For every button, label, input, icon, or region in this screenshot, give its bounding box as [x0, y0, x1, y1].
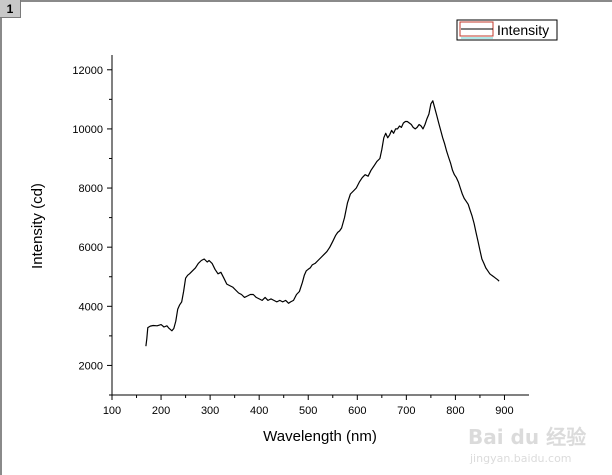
y-tick-label: 4000 — [79, 301, 103, 313]
x-tick-label: 900 — [495, 405, 513, 417]
layer-number-badge[interactable]: 1 — [0, 0, 21, 18]
series-line-intensity — [145, 100, 500, 347]
x-tick-label: 700 — [397, 405, 415, 417]
x-tick-label: 500 — [299, 405, 317, 417]
x-tick-label: 600 — [348, 405, 366, 417]
x-tick-label: 400 — [250, 405, 268, 417]
y-axis-title: Intensity (cd) — [29, 183, 46, 269]
legend[interactable]: Intensity — [456, 19, 558, 41]
watermark: Bai du 经验 jingyan.baidu.com — [468, 425, 586, 465]
x-tick-label: 200 — [152, 405, 170, 417]
legend-label: Intensity — [497, 22, 549, 38]
x-axis-ticks: 100 200 300 400 500 600 700 800 900 — [103, 395, 514, 417]
x-tick-label: 100 — [103, 405, 121, 417]
y-tick-label: 8000 — [79, 183, 103, 195]
y-tick-label: 10000 — [72, 124, 103, 136]
plot-area — [145, 100, 500, 347]
y-axis-ticks: 2000 4000 6000 8000 10000 12000 — [72, 65, 112, 396]
x-tick-label: 300 — [201, 405, 219, 417]
y-tick-label: 12000 — [72, 65, 103, 77]
watermark-url: jingyan.baidu.com — [469, 452, 572, 465]
watermark-logo: Bai du 经验 — [468, 425, 586, 449]
legend-box — [456, 19, 558, 41]
y-tick-label: 2000 — [79, 360, 103, 372]
x-tick-label: 800 — [446, 405, 464, 417]
y-tick-label: 6000 — [79, 242, 103, 254]
x-axis-title: Wavelength (nm) — [263, 428, 377, 445]
